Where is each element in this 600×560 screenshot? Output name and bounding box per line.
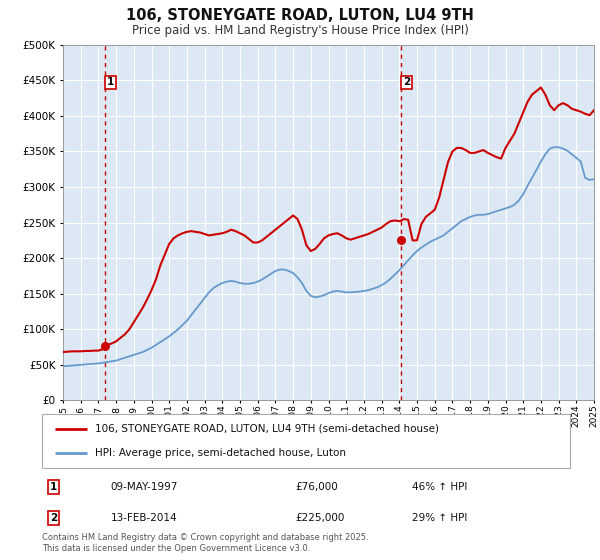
Text: 13-FEB-2014: 13-FEB-2014 xyxy=(110,513,177,523)
Text: 2: 2 xyxy=(403,77,410,87)
Text: 1: 1 xyxy=(50,482,57,492)
Text: 46% ↑ HPI: 46% ↑ HPI xyxy=(412,482,467,492)
Text: 106, STONEYGATE ROAD, LUTON, LU4 9TH (semi-detached house): 106, STONEYGATE ROAD, LUTON, LU4 9TH (se… xyxy=(95,424,439,434)
Text: 29% ↑ HPI: 29% ↑ HPI xyxy=(412,513,467,523)
Text: 1: 1 xyxy=(107,77,114,87)
FancyBboxPatch shape xyxy=(42,414,570,468)
Text: 2: 2 xyxy=(50,513,57,523)
Text: HPI: Average price, semi-detached house, Luton: HPI: Average price, semi-detached house,… xyxy=(95,448,346,458)
Text: Price paid vs. HM Land Registry's House Price Index (HPI): Price paid vs. HM Land Registry's House … xyxy=(131,24,469,36)
Text: 09-MAY-1997: 09-MAY-1997 xyxy=(110,482,178,492)
Text: £76,000: £76,000 xyxy=(295,482,338,492)
Text: Contains HM Land Registry data © Crown copyright and database right 2025.
This d: Contains HM Land Registry data © Crown c… xyxy=(42,533,368,553)
Text: £225,000: £225,000 xyxy=(295,513,345,523)
Text: 106, STONEYGATE ROAD, LUTON, LU4 9TH: 106, STONEYGATE ROAD, LUTON, LU4 9TH xyxy=(126,8,474,24)
